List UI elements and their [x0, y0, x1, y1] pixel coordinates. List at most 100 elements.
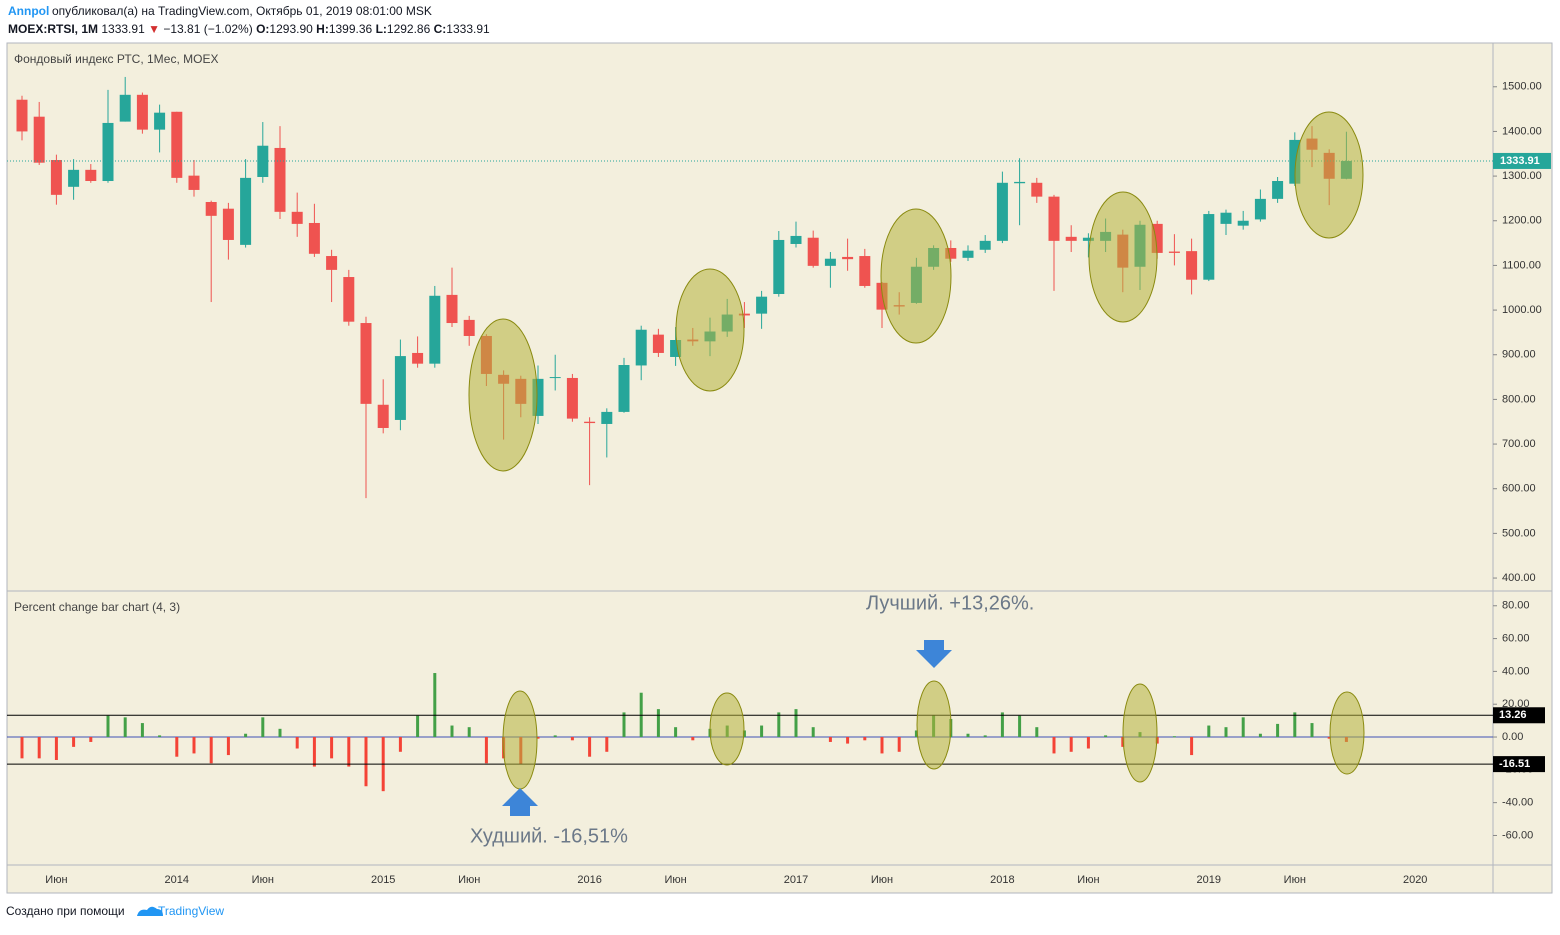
- bar: [226, 737, 230, 756]
- bar: [777, 712, 781, 738]
- bar: [863, 737, 867, 741]
- bar: [416, 715, 420, 738]
- bar: [811, 727, 815, 738]
- bar: [1086, 737, 1090, 749]
- level-label: 13.26: [1499, 709, 1527, 721]
- bar: [674, 727, 678, 738]
- candle-body: [274, 147, 286, 212]
- y-tick-label: 900.00: [1502, 349, 1536, 361]
- candle-body: [635, 329, 647, 366]
- candle-body: [532, 378, 544, 416]
- chart-title: Фондовый индекс РТС, 1Мес, MOEX: [14, 52, 218, 66]
- candle-body: [291, 211, 303, 224]
- x-tick-label: 2020: [1403, 874, 1427, 886]
- highlight: [916, 680, 952, 770]
- bar: [742, 730, 746, 738]
- candle-body: [429, 295, 441, 364]
- candle-body: [136, 94, 148, 130]
- y-tick-label: 500.00: [1502, 527, 1536, 539]
- candle-body: [566, 377, 578, 419]
- worst-annotation: Худший. -16,51%: [470, 825, 628, 847]
- bar: [1293, 712, 1297, 738]
- x-tick-label: Июн: [252, 874, 274, 886]
- bar: [72, 737, 76, 747]
- bar: [1224, 727, 1228, 738]
- candle-body: [205, 201, 217, 216]
- bar: [1052, 737, 1056, 754]
- l-label: L:: [376, 22, 387, 36]
- bar: [123, 717, 127, 738]
- candle-body: [222, 208, 234, 240]
- highlight: [709, 692, 745, 766]
- footer-text: Создано при помощи: [6, 904, 125, 918]
- candle-body: [68, 169, 80, 187]
- bar: [1018, 715, 1022, 738]
- y-tick-label: 60.00: [1502, 632, 1530, 644]
- candle-body: [343, 277, 355, 322]
- bar: [656, 709, 660, 738]
- candle-body: [16, 99, 28, 132]
- y-tick-label: 0.00: [1502, 731, 1523, 743]
- x-tick-label: Июн: [458, 874, 480, 886]
- y-tick-label: 1500.00: [1502, 81, 1542, 93]
- bar: [983, 735, 987, 738]
- change: −13.81 (−1.02%): [163, 22, 252, 36]
- candle-body: [859, 256, 871, 286]
- y-tick-label: 40.00: [1502, 665, 1530, 677]
- h-label: H:: [316, 22, 329, 36]
- y-tick-label: 1400.00: [1502, 125, 1542, 137]
- candle-body: [1237, 220, 1249, 226]
- level-box: [1493, 707, 1545, 724]
- level-label: -16.51: [1499, 758, 1530, 770]
- bar: [140, 723, 144, 738]
- candle-body: [738, 313, 750, 316]
- bar: [1104, 735, 1108, 738]
- plot: 400.00 500.00 600.00 700.00 800.00 900.00 1000…: [7, 76, 1551, 886]
- x-tick-label: Июн: [45, 874, 67, 886]
- footer-brand[interactable]: TradingView: [158, 904, 224, 918]
- y-tick-label: 1100.00: [1502, 259, 1541, 271]
- bar: [536, 737, 540, 739]
- x-tick-label: Июн: [871, 874, 893, 886]
- bar: [295, 737, 299, 749]
- y-tick-label: 800.00: [1502, 393, 1536, 405]
- candle-body: [1272, 181, 1284, 199]
- candle-body: [996, 182, 1008, 241]
- candle-body: [1203, 214, 1215, 280]
- highlights: [468, 111, 1365, 790]
- best-arrow: [916, 640, 952, 668]
- x-tick-label: 2014: [165, 874, 189, 886]
- bar: [553, 735, 557, 738]
- candle-body: [601, 411, 613, 424]
- candle-body: [962, 250, 974, 258]
- arrow: ▼: [148, 22, 160, 36]
- candle-body: [1014, 181, 1026, 184]
- candle-body: [412, 352, 424, 364]
- candle-body: [773, 239, 785, 294]
- y-tick-label: 1300.00: [1502, 170, 1542, 182]
- bar: [966, 733, 970, 738]
- x-tick-label: Июн: [1077, 874, 1099, 886]
- y-tick-label: -40.00: [1502, 797, 1533, 809]
- bar: [54, 737, 58, 760]
- candle-body: [188, 175, 200, 190]
- candle-body: [171, 111, 183, 178]
- highlight: [675, 268, 745, 392]
- candle-body: [652, 334, 664, 353]
- brand-logo: [137, 906, 163, 916]
- bar: [914, 730, 918, 738]
- bar: [897, 737, 901, 752]
- bar: [398, 737, 402, 752]
- y-tick-label: 600.00: [1502, 483, 1536, 495]
- candle-body: [1031, 182, 1043, 197]
- x-tick-label: Июн: [1284, 874, 1306, 886]
- bar: [20, 737, 24, 759]
- published: опубликовал(а) на TradingView.com, Октяб…: [52, 4, 432, 18]
- candle-body: [842, 256, 854, 260]
- candle-body: [119, 94, 131, 122]
- candle-body: [790, 235, 802, 244]
- candle-body: [1186, 251, 1198, 280]
- author[interactable]: Annpol: [8, 4, 49, 18]
- candle-body: [945, 247, 957, 259]
